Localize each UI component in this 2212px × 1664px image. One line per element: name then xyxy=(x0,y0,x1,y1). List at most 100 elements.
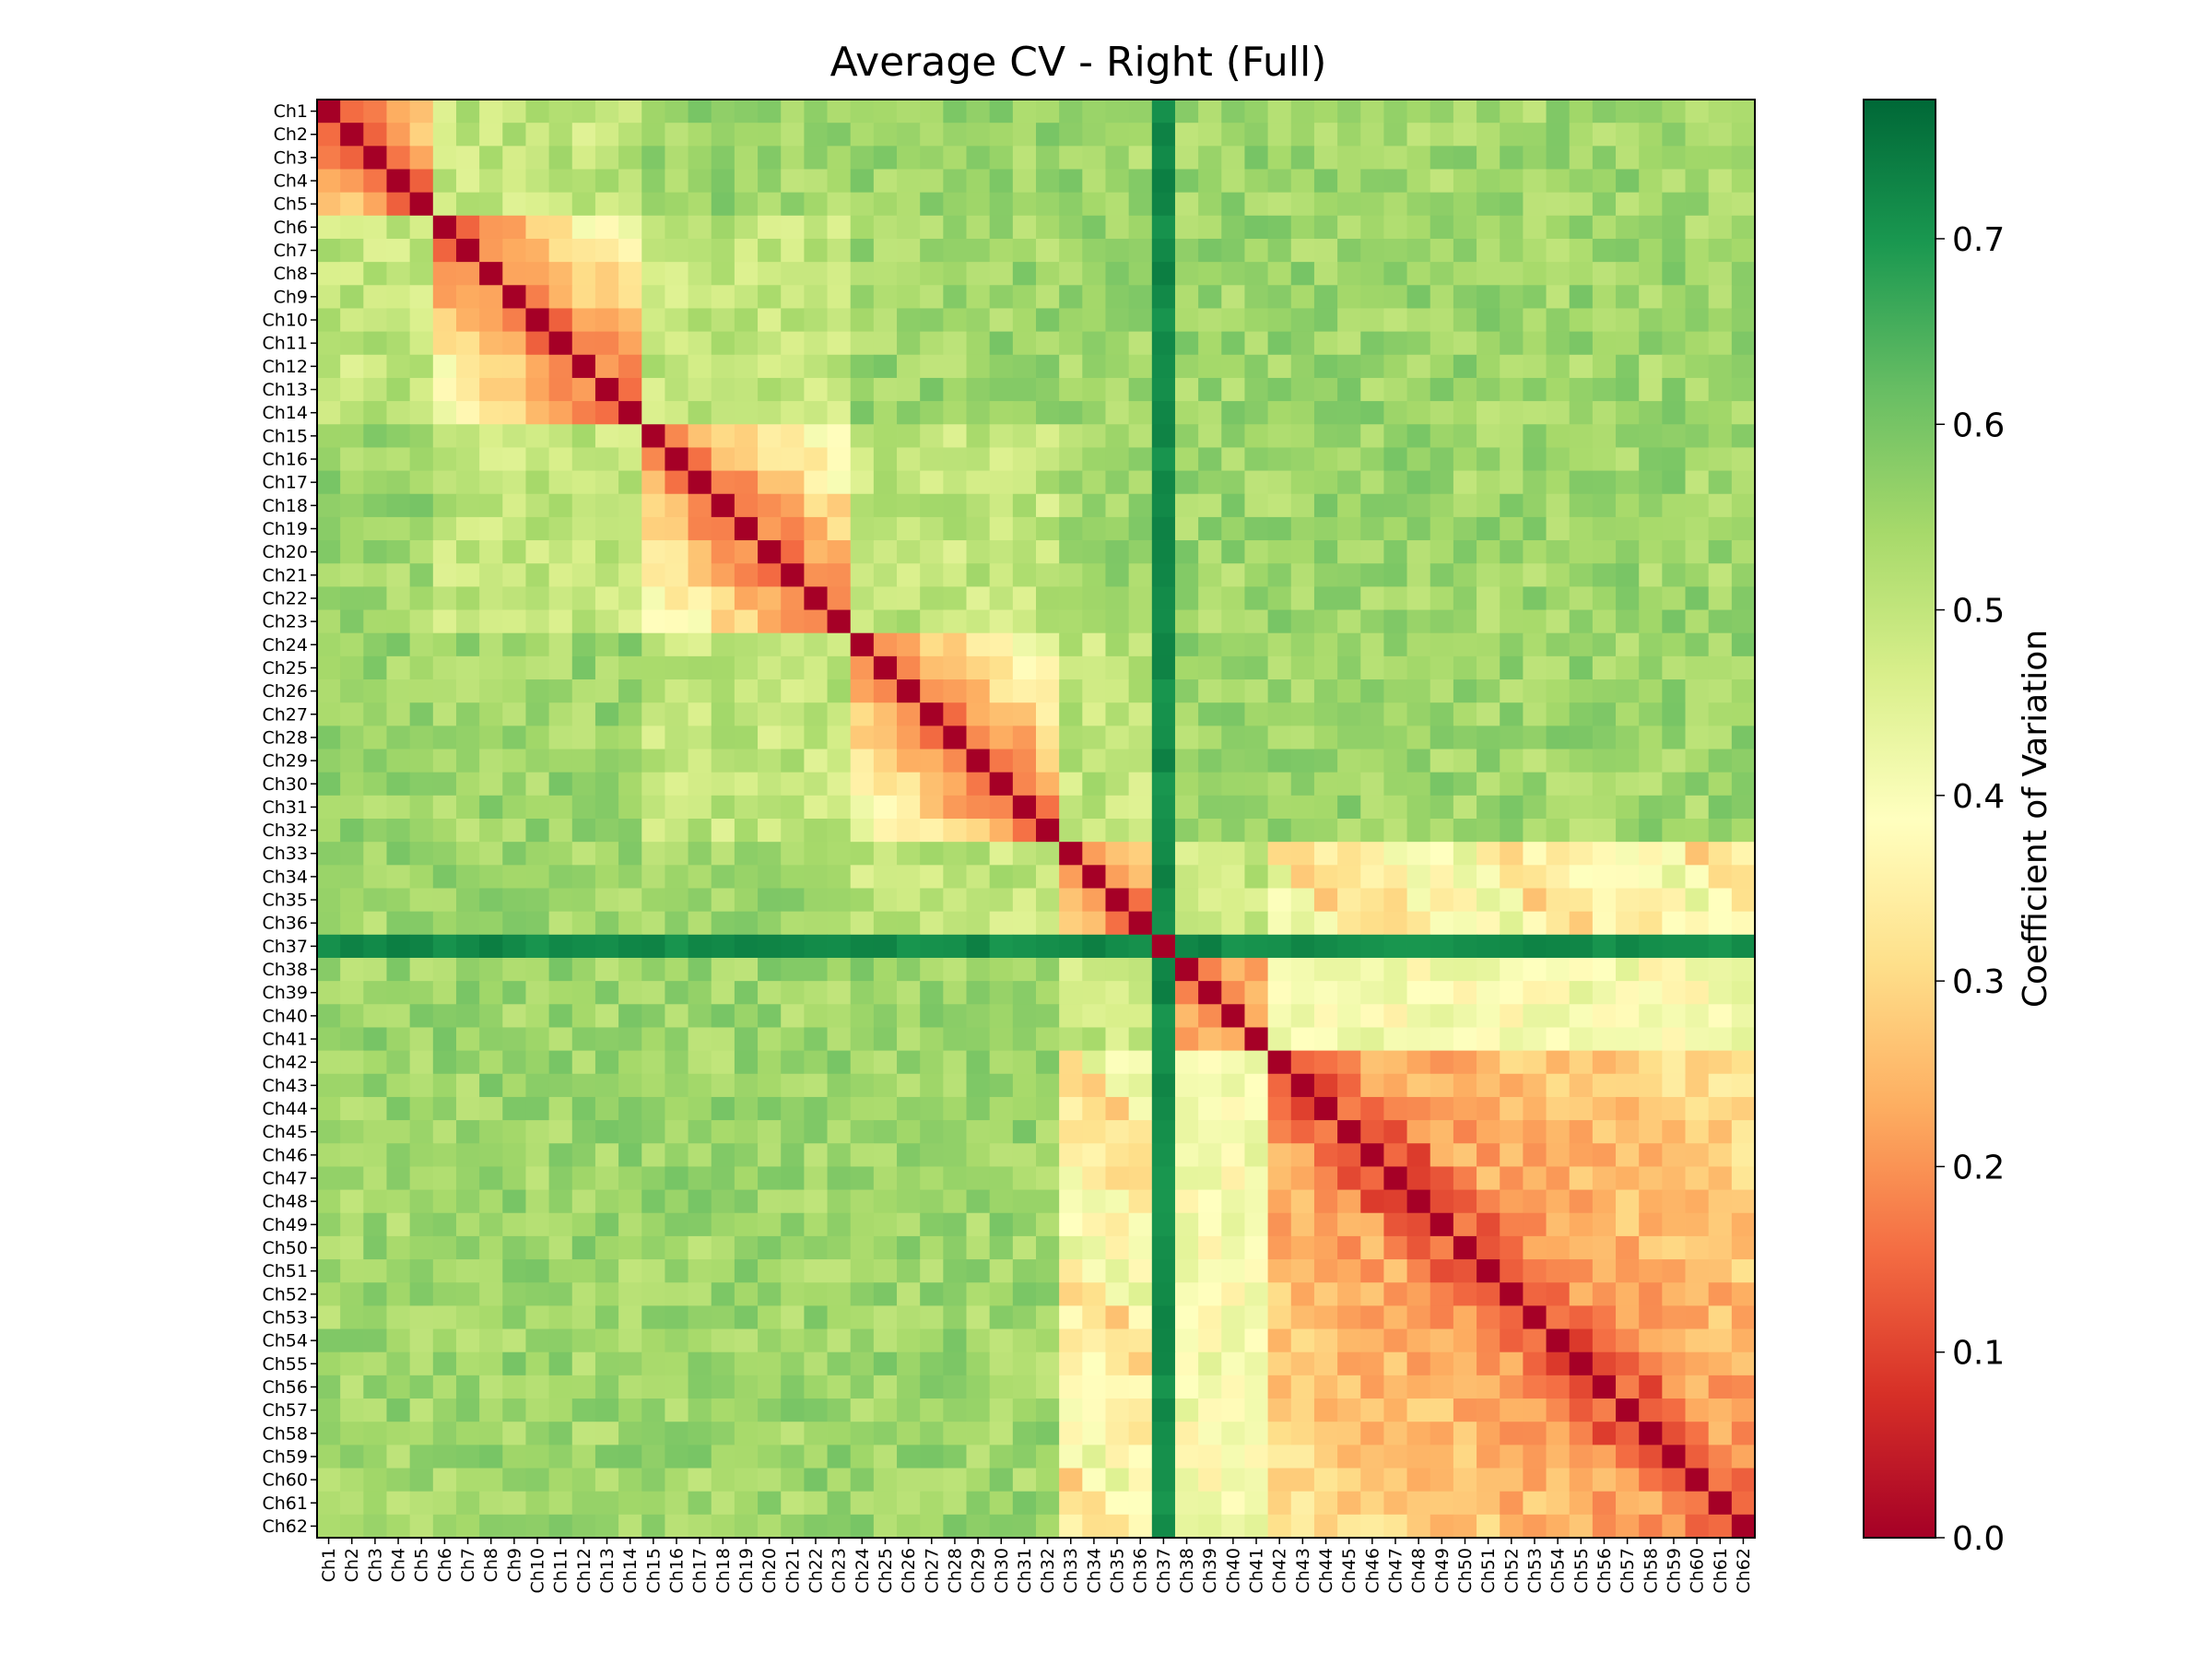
heatmap-cell xyxy=(1708,1491,1733,1516)
heatmap-cell xyxy=(1012,888,1037,913)
heatmap-cell xyxy=(1036,285,1060,309)
heatmap-cell xyxy=(1128,1143,1153,1167)
heatmap-cell xyxy=(409,888,434,913)
heatmap-cell xyxy=(317,540,341,564)
heatmap-cell xyxy=(665,957,688,982)
heatmap-cell xyxy=(1059,934,1083,959)
heatmap-cell xyxy=(665,1212,688,1237)
heatmap-cell xyxy=(1477,819,1500,843)
heatmap-cell xyxy=(1105,1189,1130,1214)
heatmap-cell xyxy=(363,842,387,866)
heatmap-cell xyxy=(1012,679,1037,703)
heatmap-cell xyxy=(1313,1235,1338,1260)
heatmap-cell xyxy=(1151,1027,1176,1052)
heatmap-cell xyxy=(1569,516,1594,541)
heatmap-cell xyxy=(340,1027,364,1052)
heatmap-cell xyxy=(1082,795,1106,820)
heatmap-cell xyxy=(1105,1328,1130,1353)
heatmap-cell xyxy=(734,192,759,217)
heatmap-cell xyxy=(665,470,688,495)
heatmap-cell xyxy=(1430,726,1454,749)
heatmap-cell xyxy=(1383,377,1407,402)
heatmap-cell xyxy=(1151,493,1176,518)
heatmap-cell xyxy=(571,1120,596,1144)
heatmap-cell xyxy=(1546,146,1571,170)
heatmap-cell xyxy=(1290,1235,1315,1260)
heatmap-cell xyxy=(1569,308,1594,333)
heatmap-cell xyxy=(665,516,688,541)
heatmap-cell xyxy=(827,377,852,402)
heatmap-cell xyxy=(1198,1235,1222,1260)
heatmap-cell xyxy=(850,702,875,726)
heatmap-cell xyxy=(1221,192,1245,217)
heatmap-cell xyxy=(1105,655,1130,680)
heatmap-cell xyxy=(804,540,828,564)
heatmap-cell xyxy=(989,238,1014,263)
heatmap-cell xyxy=(386,726,411,749)
heatmap-cell xyxy=(594,169,619,194)
heatmap-cell xyxy=(688,632,712,657)
heatmap-cell xyxy=(1198,981,1222,1005)
y-tick-label: Ch27 xyxy=(263,704,309,725)
heatmap-cell xyxy=(479,1212,503,1237)
y-tick-label: Ch10 xyxy=(263,311,309,331)
heatmap-cell xyxy=(1500,377,1524,402)
heatmap-cell xyxy=(850,1282,875,1306)
heatmap-cell xyxy=(758,377,782,402)
heatmap-cell xyxy=(1523,586,1547,610)
heatmap-cell xyxy=(1105,632,1130,657)
heatmap-cell xyxy=(340,377,364,402)
heatmap-cell xyxy=(1406,772,1431,797)
heatmap-cell xyxy=(1012,1468,1037,1493)
heatmap-cell xyxy=(1221,679,1245,703)
heatmap-cell xyxy=(455,1398,480,1422)
heatmap-cell xyxy=(340,957,364,982)
heatmap-cell xyxy=(1616,1050,1640,1075)
heatmap-cell xyxy=(1036,702,1060,726)
heatmap-cell xyxy=(502,424,526,448)
heatmap-cell xyxy=(571,795,596,820)
heatmap-cell xyxy=(1337,1004,1361,1028)
heatmap-cell xyxy=(966,401,991,425)
heatmap-cell xyxy=(432,377,457,402)
heatmap-cell xyxy=(594,192,619,217)
heatmap-cell xyxy=(1546,1050,1571,1075)
heatmap-cell xyxy=(943,1096,967,1121)
heatmap-cell xyxy=(850,1235,875,1260)
heatmap-cell xyxy=(827,1027,852,1052)
heatmap-cell xyxy=(571,1143,596,1167)
heatmap-cell xyxy=(317,632,341,657)
heatmap-cell xyxy=(1313,609,1338,634)
heatmap-cell xyxy=(641,285,665,309)
heatmap-cell xyxy=(1708,1468,1733,1493)
heatmap-cell xyxy=(1174,934,1199,959)
heatmap-cell xyxy=(734,702,759,726)
heatmap-cell xyxy=(363,169,387,194)
heatmap-cell xyxy=(1128,401,1153,425)
heatmap-cell xyxy=(966,1050,991,1075)
heatmap-cell xyxy=(1059,169,1083,194)
heatmap-cell xyxy=(1290,1143,1315,1167)
heatmap-cell xyxy=(363,1375,387,1399)
heatmap-cell xyxy=(1290,934,1315,959)
heatmap-cell xyxy=(340,888,364,913)
heatmap-cell xyxy=(363,1235,387,1260)
heatmap-cell xyxy=(1059,1351,1083,1376)
heatmap-cell xyxy=(479,1166,503,1190)
heatmap-cell xyxy=(548,1422,573,1446)
x-tick-label: Ch49 xyxy=(1432,1548,1453,1594)
heatmap-cell xyxy=(1290,169,1315,194)
heatmap-cell xyxy=(1105,1120,1130,1144)
heatmap-cell xyxy=(1128,377,1153,402)
heatmap-cell xyxy=(1198,957,1222,982)
heatmap-cell xyxy=(850,493,875,518)
heatmap-cell xyxy=(711,1259,735,1283)
heatmap-cell xyxy=(758,911,782,936)
heatmap-cell xyxy=(1616,842,1640,866)
heatmap-cell xyxy=(363,586,387,610)
heatmap-cell xyxy=(1731,1445,1756,1469)
heatmap-cell xyxy=(317,1120,341,1144)
heatmap-cell xyxy=(363,865,387,889)
heatmap-cell xyxy=(548,169,573,194)
heatmap-cell xyxy=(1337,1120,1361,1144)
